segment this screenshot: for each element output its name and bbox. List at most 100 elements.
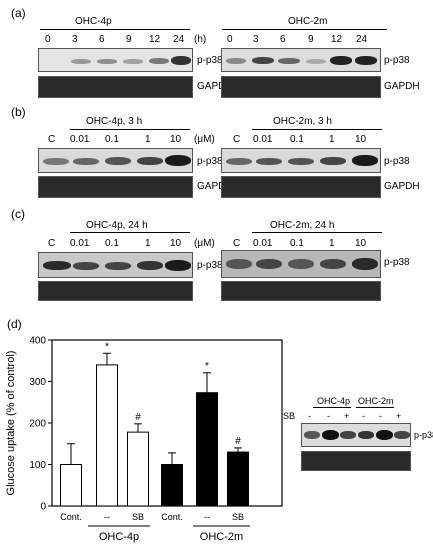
lane-label: 0: [227, 34, 233, 45]
lane-label: 0.01: [253, 134, 273, 145]
panel-b-left-p38-label: p-p38: [197, 156, 223, 167]
lane-label: 10: [170, 134, 182, 145]
panel-a-unit: (h): [194, 34, 207, 45]
blot-b-left-gapdh: [38, 176, 193, 198]
lane-label: 9: [126, 34, 132, 45]
lane-label: 6: [99, 34, 105, 45]
panel-a-right-gapdh-label: GAPDH: [384, 81, 420, 92]
panel-c-left-underline: [70, 232, 190, 233]
bar: [161, 464, 183, 507]
lane-label: 3: [253, 34, 259, 45]
category-label: SB: [132, 512, 144, 522]
panel-a-right-title: OHC-2m: [288, 16, 328, 27]
panel-c-right-title: OHC-2m, 24 h: [270, 220, 335, 231]
blot-c-right-p38: [221, 250, 381, 278]
y-tick-label: 100: [29, 460, 46, 471]
blot-c-left-p38: [38, 252, 193, 278]
blot-b-right-p38: [221, 148, 381, 173]
panel-a-left-title: OHC-4p: [75, 16, 112, 27]
blot-d-inset-p38: [301, 423, 411, 447]
panel-c-right-p38-label: p-p38: [384, 257, 410, 268]
significance-mark: #: [135, 412, 141, 423]
lane-label: 0.1: [105, 238, 119, 249]
panel-a-right-p38-label: p-p38: [384, 55, 410, 66]
lane-label: 0.01: [70, 238, 90, 249]
bar: [60, 464, 82, 507]
blot-c-left-loading: [38, 281, 193, 301]
glucose-uptake-chart: 0 100 200 300 400 Glucose uptake (% of contro…: [5, 336, 283, 543]
category-label: Cont.: [161, 512, 183, 522]
y-axis-label: Glucose uptake (% of control): [5, 351, 17, 496]
group-label: OHC-2m: [200, 531, 243, 543]
panel-c-unit: (μM): [194, 238, 215, 249]
lane-label: 1: [145, 134, 151, 145]
panel-b-right-p38-label: p-p38: [384, 156, 410, 167]
panel-b-left-underline: [70, 129, 190, 130]
panel-c-right-underline: [252, 232, 382, 233]
blot-a-left-p38: [38, 48, 193, 72]
panel-a-left-gapdh-label: GAPDH: [197, 81, 233, 92]
panel-a-left-p38-label: p-p38: [197, 55, 223, 66]
inset-sb-sign: -: [308, 411, 311, 421]
bar: [227, 451, 249, 507]
panel-label-d: (d): [7, 317, 22, 331]
blot-c-right-loading: [221, 281, 381, 301]
inset-sb-sign: -: [362, 411, 365, 421]
inset-sb-sign: +: [344, 411, 350, 421]
inset-p38-label: p-p38: [414, 430, 433, 440]
y-tick-label: 0: [40, 502, 46, 513]
lane-label: C: [48, 134, 56, 145]
lane-label: 0.1: [290, 134, 304, 145]
bar: [127, 431, 149, 507]
lane-label: 0: [45, 34, 51, 45]
significance-mark: *: [105, 341, 109, 352]
bar: [96, 364, 118, 507]
lane-label: 9: [308, 34, 314, 45]
lane-label: C: [48, 238, 56, 249]
lane-label: 0.01: [253, 238, 273, 249]
panel-b-left-gapdh-label: GAPDH: [197, 181, 233, 192]
blot-a-left-gapdh: [38, 76, 193, 98]
lane-label: C: [233, 134, 241, 145]
panel-label-b: (b): [11, 105, 26, 119]
panel-b-left-title: OHC-4p, 3 h: [86, 116, 143, 127]
y-tick-label: 200: [29, 419, 46, 430]
lane-label: 6: [280, 34, 286, 45]
significance-mark: *: [205, 361, 209, 372]
inset-sb-sign: -: [327, 411, 330, 421]
panel-b-right-title: OHC-2m, 3 h: [273, 116, 332, 127]
group-label: OHC-4p: [99, 531, 139, 543]
significance-mark: #: [235, 436, 241, 447]
lane-label: 24: [173, 34, 185, 45]
lane-label: 3: [72, 34, 78, 45]
panel-c-left-title: OHC-4p, 24 h: [86, 220, 148, 231]
lane-label: 0.1: [105, 134, 119, 145]
blot-b-left-p38: [38, 148, 193, 173]
panel-b-unit: (μM): [194, 134, 215, 145]
lane-label: 24: [356, 34, 368, 45]
blot-d-inset-loading: [301, 451, 411, 471]
category-label: --: [204, 512, 210, 522]
inset-sb-label: SB: [283, 411, 296, 421]
panel-b-right-gapdh-label: GAPDH: [384, 181, 420, 192]
blot-a-right-gapdh: [221, 76, 381, 98]
lane-label: 10: [170, 238, 182, 249]
inset-left-underline: [313, 407, 351, 408]
category-label: Cont.: [60, 512, 82, 522]
lane-label: 1: [329, 238, 335, 249]
inset-left-title: OHC-4p: [317, 396, 351, 406]
inset-right-title: OHC-2m: [358, 396, 394, 406]
panel-b-right-underline: [252, 129, 382, 130]
panel-a-left-underline: [40, 29, 190, 30]
panel-c-left-p38-label: p-p38: [197, 260, 223, 271]
inset-sb-sign: -: [379, 411, 382, 421]
category-label: --: [104, 512, 110, 522]
category-label: SB: [232, 512, 244, 522]
lane-label: 1: [329, 134, 335, 145]
lane-label: 12: [331, 34, 343, 45]
y-tick-label: 400: [29, 336, 46, 347]
lane-label: 1: [145, 238, 151, 249]
lane-label: C: [233, 238, 241, 249]
lane-label: 0.01: [70, 134, 90, 145]
inset-sb-sign: +: [396, 411, 402, 421]
